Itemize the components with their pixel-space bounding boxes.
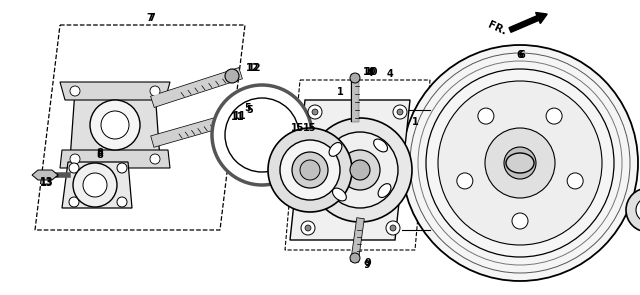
Circle shape — [350, 73, 360, 83]
Circle shape — [117, 197, 127, 207]
Text: 4: 4 — [387, 69, 394, 79]
Circle shape — [457, 173, 473, 189]
Circle shape — [305, 225, 311, 231]
Circle shape — [69, 197, 79, 207]
Text: 5: 5 — [244, 103, 252, 113]
Circle shape — [478, 108, 494, 124]
FancyArrow shape — [509, 12, 547, 32]
Text: 5: 5 — [246, 105, 253, 115]
Ellipse shape — [506, 153, 534, 173]
Text: 13: 13 — [40, 178, 54, 188]
Circle shape — [292, 152, 328, 188]
Circle shape — [438, 81, 602, 245]
Circle shape — [73, 163, 117, 207]
Circle shape — [386, 221, 400, 235]
Circle shape — [70, 154, 80, 164]
Ellipse shape — [329, 142, 342, 156]
Circle shape — [300, 160, 320, 180]
Circle shape — [402, 45, 638, 281]
Circle shape — [90, 100, 140, 150]
Polygon shape — [60, 150, 170, 168]
Polygon shape — [60, 82, 170, 100]
Circle shape — [312, 109, 318, 115]
Text: 9: 9 — [365, 258, 371, 268]
Circle shape — [546, 108, 562, 124]
Circle shape — [567, 173, 583, 189]
Polygon shape — [62, 162, 132, 208]
Circle shape — [350, 253, 360, 263]
Polygon shape — [290, 100, 410, 240]
Text: 7: 7 — [148, 13, 156, 23]
Circle shape — [218, 114, 232, 128]
Text: 8: 8 — [97, 148, 104, 158]
Ellipse shape — [374, 139, 387, 152]
Circle shape — [69, 163, 79, 173]
Text: 1: 1 — [337, 87, 344, 97]
Polygon shape — [70, 90, 160, 160]
Circle shape — [340, 150, 380, 190]
Text: 11: 11 — [231, 112, 244, 122]
Circle shape — [308, 105, 322, 119]
Text: 11: 11 — [233, 111, 247, 121]
Circle shape — [626, 188, 640, 232]
Circle shape — [70, 86, 80, 96]
Circle shape — [350, 160, 370, 180]
Ellipse shape — [378, 184, 391, 197]
Circle shape — [308, 118, 412, 222]
Circle shape — [225, 98, 299, 172]
Text: 10: 10 — [364, 67, 377, 77]
Text: 7: 7 — [147, 13, 154, 23]
Circle shape — [83, 173, 107, 197]
Text: 6: 6 — [518, 50, 525, 60]
Circle shape — [512, 213, 528, 229]
Circle shape — [268, 128, 352, 212]
Text: 12: 12 — [246, 63, 260, 73]
Text: 15: 15 — [291, 123, 305, 133]
Circle shape — [150, 86, 160, 96]
Text: FR.: FR. — [486, 19, 508, 37]
Circle shape — [150, 154, 160, 164]
Circle shape — [397, 109, 403, 115]
Text: 13: 13 — [40, 177, 54, 187]
Ellipse shape — [333, 188, 346, 201]
Circle shape — [636, 198, 640, 222]
Polygon shape — [32, 170, 58, 180]
Circle shape — [117, 163, 127, 173]
Text: 15: 15 — [303, 123, 317, 133]
Circle shape — [485, 128, 555, 198]
Circle shape — [390, 225, 396, 231]
Circle shape — [225, 69, 239, 83]
Text: 8: 8 — [97, 150, 104, 160]
Text: 9: 9 — [364, 260, 371, 270]
Circle shape — [322, 132, 398, 208]
Circle shape — [280, 140, 340, 200]
Circle shape — [301, 221, 315, 235]
Text: 4: 4 — [367, 68, 373, 78]
Circle shape — [101, 111, 129, 139]
Text: 6: 6 — [516, 50, 524, 60]
Circle shape — [504, 147, 536, 179]
Text: 1: 1 — [412, 117, 419, 127]
Text: 12: 12 — [248, 63, 262, 73]
Circle shape — [393, 105, 407, 119]
Text: 10: 10 — [365, 67, 379, 77]
Polygon shape — [285, 80, 430, 250]
Polygon shape — [35, 25, 245, 230]
Circle shape — [212, 85, 312, 185]
